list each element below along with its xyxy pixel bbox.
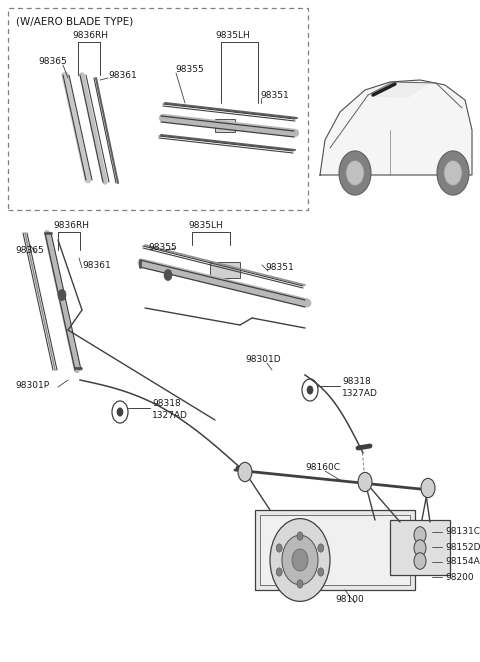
- Text: 9836RH: 9836RH: [53, 220, 89, 230]
- Text: 9835LH: 9835LH: [215, 30, 250, 40]
- Circle shape: [282, 535, 318, 585]
- Circle shape: [414, 540, 426, 556]
- Text: 98301P: 98301P: [15, 381, 49, 389]
- Circle shape: [318, 544, 324, 552]
- Circle shape: [339, 151, 371, 195]
- Text: 98361: 98361: [82, 261, 111, 269]
- Text: 98131C: 98131C: [445, 528, 480, 536]
- Text: 98355: 98355: [148, 244, 177, 252]
- Text: 98200: 98200: [445, 573, 474, 581]
- Text: 98152D: 98152D: [445, 542, 480, 551]
- Text: 98361: 98361: [108, 70, 137, 79]
- Bar: [8, 8, 308, 210]
- Bar: [260, 515, 410, 585]
- Text: 9835LH: 9835LH: [188, 220, 223, 230]
- Circle shape: [238, 462, 252, 482]
- Text: 98100: 98100: [335, 596, 364, 604]
- Circle shape: [164, 269, 172, 281]
- Bar: [390, 520, 450, 575]
- Text: 98351: 98351: [265, 263, 294, 273]
- Text: 98301D: 98301D: [245, 355, 281, 365]
- Bar: [210, 262, 240, 278]
- Circle shape: [346, 161, 364, 185]
- Circle shape: [292, 549, 308, 571]
- Text: 9836RH: 9836RH: [72, 30, 108, 40]
- Text: 98365: 98365: [38, 58, 67, 66]
- Text: 98365: 98365: [15, 246, 44, 254]
- Text: 1327AD: 1327AD: [342, 389, 378, 399]
- Circle shape: [444, 161, 462, 185]
- Circle shape: [270, 518, 330, 601]
- Circle shape: [421, 479, 435, 498]
- Circle shape: [276, 568, 282, 576]
- Polygon shape: [320, 80, 472, 175]
- Bar: [215, 119, 235, 132]
- Polygon shape: [370, 83, 427, 97]
- Circle shape: [414, 527, 426, 544]
- Circle shape: [117, 408, 123, 416]
- Circle shape: [437, 151, 469, 195]
- Circle shape: [307, 386, 313, 394]
- Text: (W/AERO BLADE TYPE): (W/AERO BLADE TYPE): [16, 17, 133, 27]
- Text: 98160C: 98160C: [305, 463, 340, 473]
- Circle shape: [358, 473, 372, 492]
- Bar: [255, 510, 415, 590]
- Text: 98318: 98318: [342, 377, 371, 385]
- Circle shape: [414, 553, 426, 569]
- Text: 98154A: 98154A: [445, 557, 480, 567]
- Circle shape: [297, 532, 303, 540]
- Text: 98351: 98351: [260, 91, 289, 99]
- Circle shape: [58, 289, 66, 301]
- Text: 98355: 98355: [175, 66, 204, 75]
- Circle shape: [276, 544, 282, 552]
- Circle shape: [318, 568, 324, 576]
- Circle shape: [297, 580, 303, 588]
- Text: 98318: 98318: [152, 399, 181, 408]
- Text: 1327AD: 1327AD: [152, 412, 188, 420]
